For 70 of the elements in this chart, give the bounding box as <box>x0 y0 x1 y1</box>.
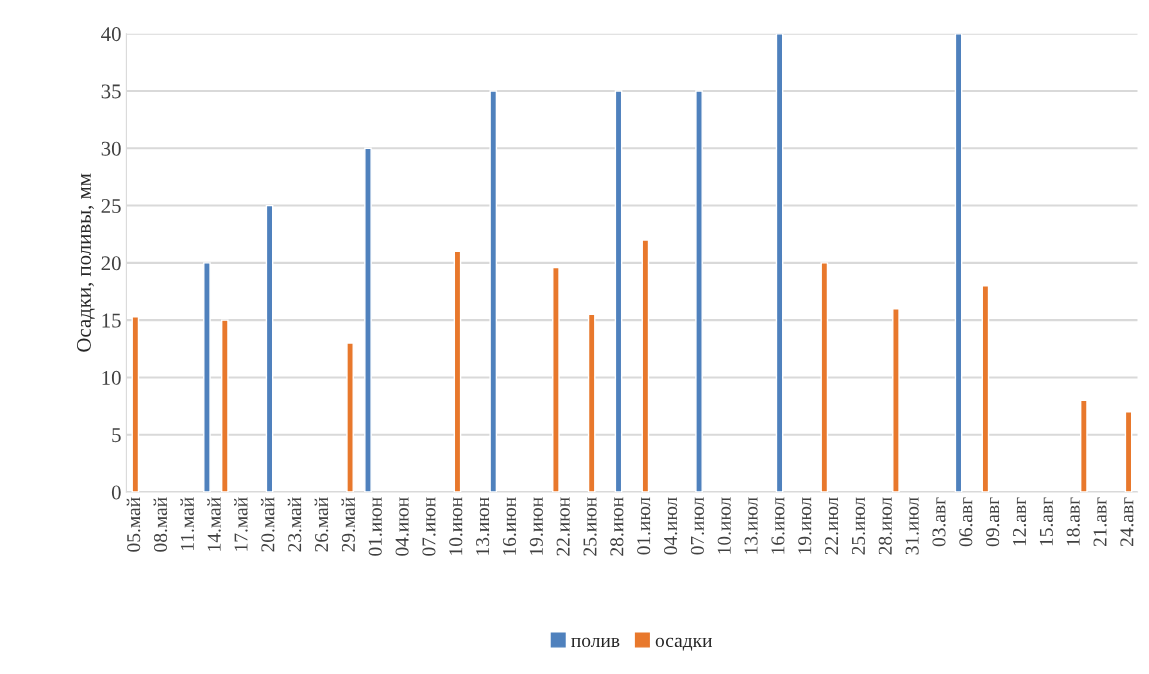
x-tick-label: 09.авг <box>986 497 1000 547</box>
x-tick-label: 13.июн <box>476 497 490 555</box>
y-tick-label: 35 <box>101 84 121 99</box>
y-tick-label: 15 <box>102 313 121 328</box>
x-tick-label: 16.июн <box>502 497 517 555</box>
x-tick-label: 14.май <box>207 497 221 551</box>
legend-label: осадки <box>655 637 713 651</box>
bar <box>641 239 650 493</box>
x-tick-label: 04.июн <box>395 497 409 556</box>
x-tick-label: 26.май <box>314 497 329 552</box>
x-tick-label: 06.авг <box>959 497 973 547</box>
bar <box>1124 411 1133 493</box>
x-tick-label: 04.июл <box>663 497 678 555</box>
x-tick-label: 01.июн <box>368 497 382 556</box>
y-tick-label: 20 <box>101 256 121 271</box>
x-tick-label: 24.авг <box>1120 497 1134 547</box>
x-tick-label: 07.июн <box>422 497 436 556</box>
x-tick-label: 28.июл <box>878 497 892 555</box>
x-tick-label: 13.июл <box>744 497 758 554</box>
x-tick-label: 25.июл <box>851 497 866 555</box>
bar <box>265 204 274 493</box>
x-tick-label: 15.авг <box>1039 497 1053 546</box>
y-tick-label: 40 <box>101 27 121 42</box>
x-tick-label: 01.июл <box>637 497 651 555</box>
x-tick-label: 22.июн <box>556 497 570 556</box>
x-tick-label: 19.июл <box>798 497 812 554</box>
x-tick-label: 17.май <box>234 497 248 551</box>
x-tick-label: 08.май <box>153 497 168 552</box>
y-axis-title: Осадки, поливы, мм <box>76 173 95 352</box>
bar <box>587 313 596 493</box>
y-tick-label: 0 <box>111 485 121 500</box>
x-tick-label: 07.июл <box>690 497 705 555</box>
x-tick-label: 31.июл <box>905 497 919 555</box>
bar <box>1079 399 1088 493</box>
y-tick-label: 5 <box>112 428 121 443</box>
x-tick-label: 22.июл <box>825 497 839 555</box>
x-tick-label: 10.июн <box>449 497 463 555</box>
x-tick-label: 29.май <box>341 497 356 552</box>
bar <box>131 316 140 493</box>
bar <box>695 90 703 493</box>
y-tick-label: 10 <box>102 370 121 385</box>
x-tick-label: 19.июн <box>529 497 543 555</box>
x-tick-label: 20.май <box>260 497 275 552</box>
x-tick-label: 21.авг <box>1093 497 1107 547</box>
bar <box>981 285 990 493</box>
bar <box>203 262 211 493</box>
x-tick-label: 10.июл <box>717 497 731 554</box>
bar <box>614 90 623 493</box>
x-tick-label: 05.май <box>126 497 141 552</box>
bar <box>892 307 900 493</box>
x-tick-label: 28.июн <box>610 497 624 556</box>
bar <box>820 262 829 493</box>
bar <box>453 250 462 493</box>
y-tick-label: 25 <box>101 199 121 213</box>
x-tick-label: 25.июн <box>583 497 597 556</box>
bar <box>220 319 229 493</box>
bar <box>775 33 784 493</box>
x-tick-label: 16.июл <box>771 497 785 554</box>
x-tick-label: 23.май <box>287 497 302 552</box>
x-tick-label: 03.авг <box>932 497 946 547</box>
x-tick-label: 11.май <box>180 497 194 550</box>
x-tick-label: 12.авг <box>1012 497 1027 546</box>
legend-label: полив <box>571 637 620 648</box>
bar <box>954 33 963 493</box>
bar <box>346 342 354 493</box>
y-tick-label: 30 <box>101 141 121 156</box>
bar <box>552 266 560 493</box>
bar <box>364 147 372 493</box>
x-tick-label: 18.авг <box>1066 497 1080 546</box>
bar <box>489 90 498 493</box>
